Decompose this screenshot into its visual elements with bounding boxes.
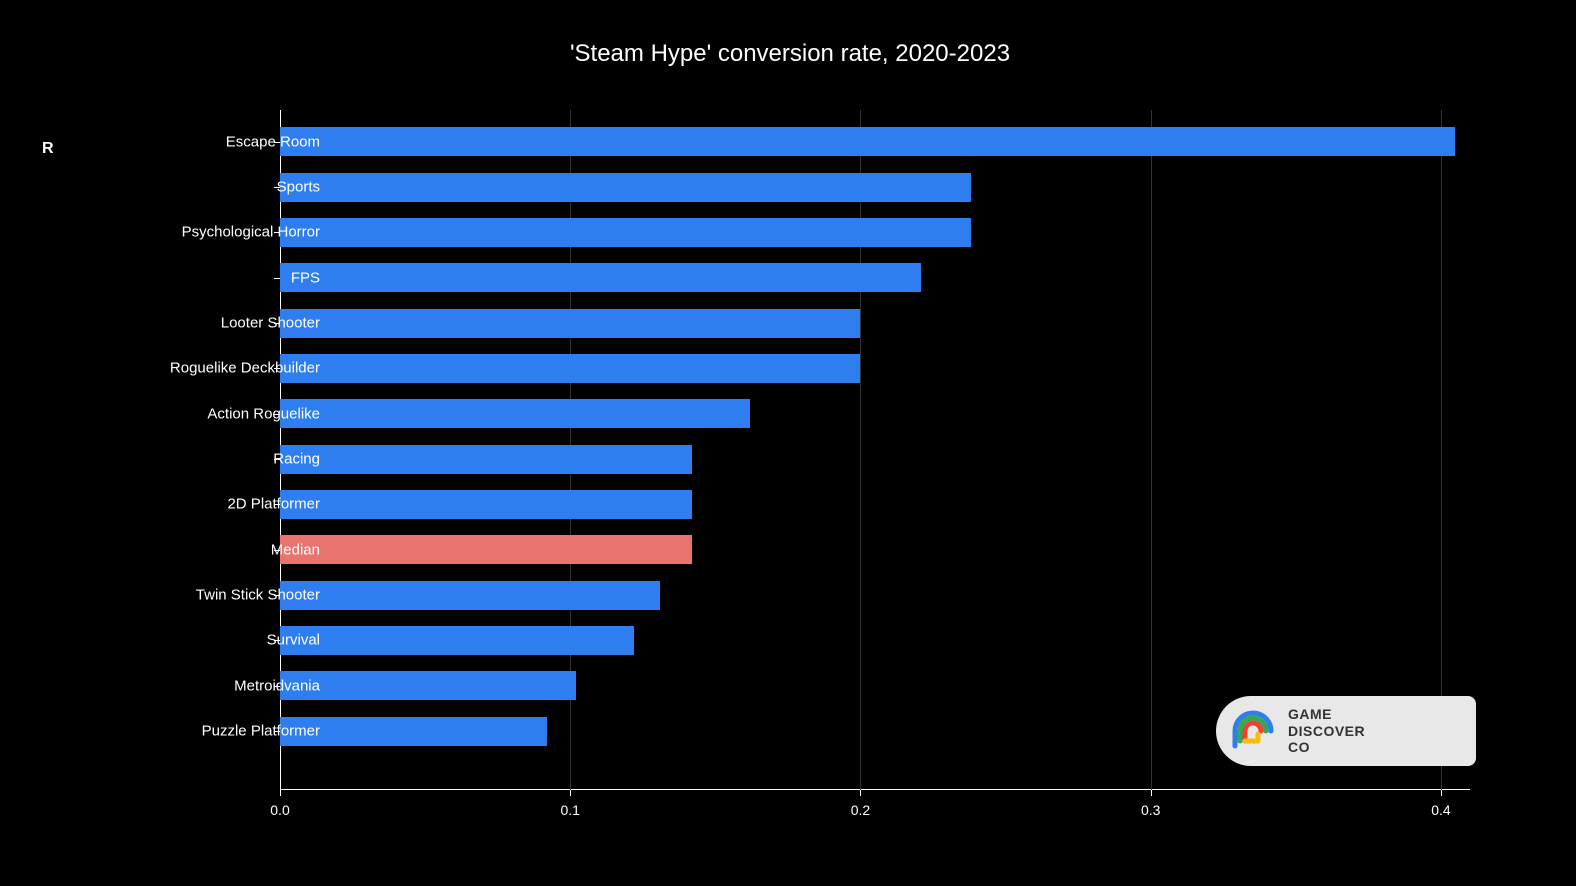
gridline [1151,110,1152,790]
bar [280,309,860,338]
y-axis-label: Median [120,541,320,558]
logo-line-1: GAME [1288,706,1365,723]
y-axis-label: Twin Stick Shooter [120,587,320,604]
bar [280,717,547,746]
bar [280,173,971,202]
bar [280,535,692,564]
y-axis-label: Puzzle Platformer [120,723,320,740]
y-axis-label: Racing [120,451,320,468]
logo-badge: GAME DISCOVER CO [1216,696,1476,766]
chart-title: 'Steam Hype' conversion rate, 2020-2023 [60,40,1520,68]
bar [280,399,750,428]
gridline [860,110,861,790]
y-axis-label: Roguelike Deckbuilder [120,360,320,377]
x-axis-line [280,789,1470,790]
x-tick-label: 0.0 [270,802,289,818]
y-axis-label: Escape Room [120,133,320,150]
x-tick [570,790,571,796]
y-axis-label: Action Roguelike [120,405,320,422]
x-tick-label: 0.1 [561,802,580,818]
bar [280,626,634,655]
y-axis-label: Sports [120,179,320,196]
bar [280,263,921,292]
plot-area: 0.00.10.20.30.4 [280,110,1470,790]
bar [280,490,692,519]
y-axis-label: Survival [120,632,320,649]
bar [280,354,860,383]
y-axis-label: 2D Platformer [120,496,320,513]
logo-line-2: DISCOVER [1288,723,1365,740]
gridline [1441,110,1442,790]
x-tick-label: 0.4 [1431,802,1450,818]
y-axis-label: Metroidvania [120,677,320,694]
logo-icon [1228,706,1278,756]
bar [280,445,692,474]
x-tick [280,790,281,796]
y-axis-label: Psychological Horror [120,224,320,241]
x-tick [860,790,861,796]
stray-letter: R [42,140,54,158]
logo-text: GAME DISCOVER CO [1288,706,1365,756]
bar [280,127,1455,156]
x-tick-label: 0.2 [851,802,870,818]
y-axis-label: Looter Shooter [120,315,320,332]
bar [280,581,660,610]
logo-line-3: CO [1288,739,1365,756]
bar [280,218,971,247]
bar [280,671,576,700]
x-tick-label: 0.3 [1141,802,1160,818]
x-tick [1441,790,1442,796]
x-tick [1151,790,1152,796]
y-axis-label: FPS [120,269,320,286]
